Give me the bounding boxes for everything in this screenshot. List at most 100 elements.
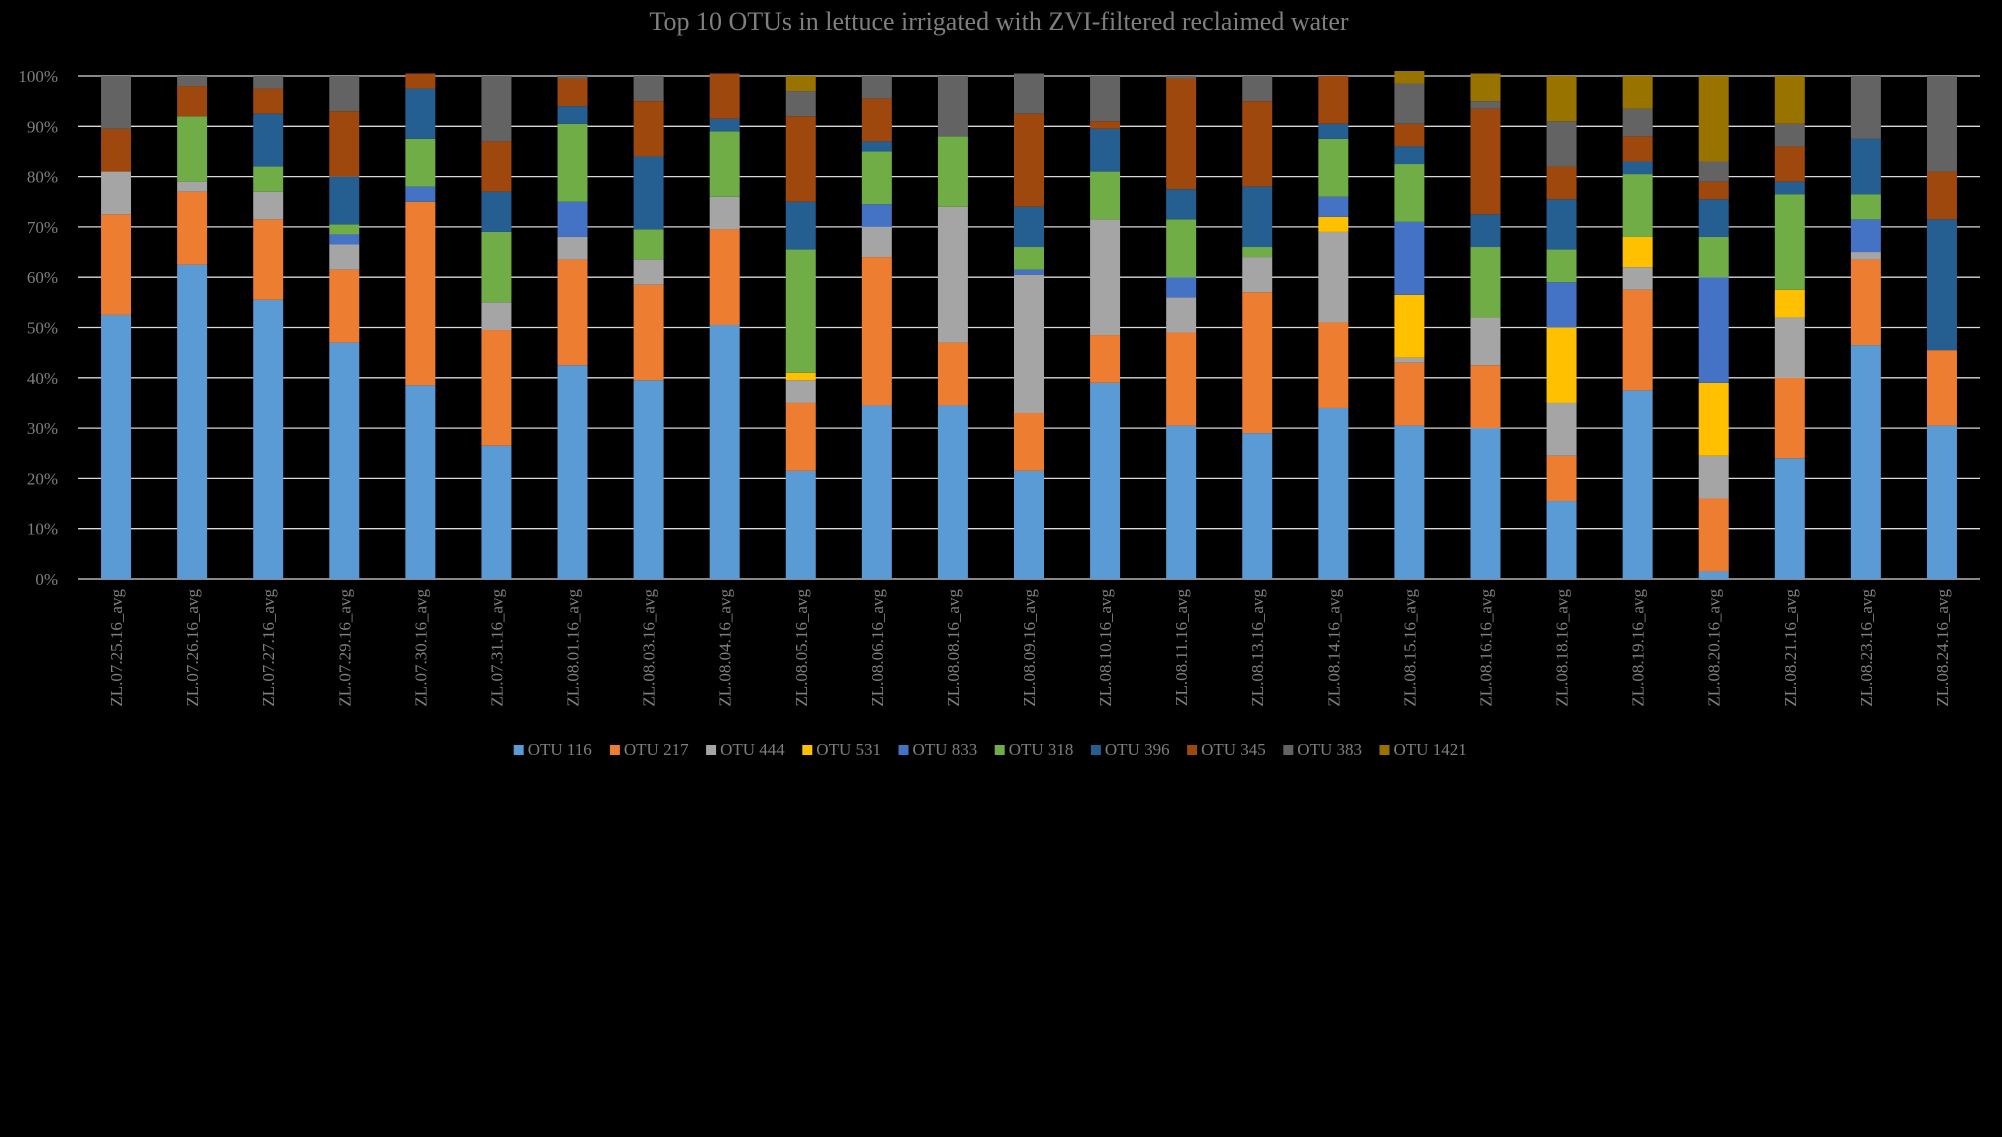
bar-segment (861, 151, 892, 205)
bar-segment (1090, 121, 1121, 129)
legend-label: OTU 318 (1009, 740, 1074, 759)
bar-segment (1166, 277, 1197, 298)
bar-segment (1698, 455, 1729, 499)
bar-segment (633, 380, 664, 579)
legend-label: OTU 531 (816, 740, 881, 759)
bar-segment (1394, 362, 1425, 426)
bar-segment (405, 385, 436, 579)
x-tick-label: ZL.08.09.16_avg (1020, 589, 1039, 707)
legend-label: OTU 383 (1297, 740, 1362, 759)
bar-segment (1850, 345, 1881, 579)
bar-segment (1774, 181, 1805, 195)
legend-swatch (994, 745, 1005, 755)
bar-segment (1774, 317, 1805, 378)
x-tick-label: ZL.07.31.16_avg (487, 589, 506, 707)
bar-segment (1166, 297, 1197, 333)
legend-label: OTU 1421 (1394, 740, 1467, 759)
bar-segment (1470, 73, 1501, 102)
legend-item: OTU 833 (898, 740, 978, 759)
bar-segment (1774, 458, 1805, 579)
bar-segment (1546, 282, 1577, 328)
legend-item: OTU 116 (513, 740, 592, 759)
bar-segment (1242, 433, 1273, 579)
bar-segment (1318, 231, 1349, 323)
bars (101, 70, 1957, 579)
legend: OTU 116 OTU 217 OTU 444 OTU 531 OTU 833 OTU 3… (513, 740, 1467, 759)
bar-segment (481, 302, 512, 331)
bar-stack (329, 76, 360, 579)
bar-segment (861, 98, 892, 142)
bar-segment (633, 156, 664, 230)
bar-segment (1394, 83, 1425, 124)
bar-segment (329, 269, 360, 343)
bar-segment (633, 76, 664, 102)
x-tick-label: ZL.08.03.16_avg (640, 589, 659, 707)
bar-stack (1926, 76, 1957, 579)
bar-segment (1698, 181, 1729, 200)
bar-segment (1318, 76, 1349, 124)
bar-segment (481, 231, 512, 303)
legend-label: OTU 345 (1201, 740, 1266, 759)
legend-label: OTU 116 (528, 740, 592, 759)
bar-segment (1166, 332, 1197, 426)
bar-segment (405, 138, 436, 187)
bar-segment (1622, 390, 1653, 579)
y-tick-label: 0% (35, 570, 58, 589)
x-tick-label: ZL.08.21.16_avg (1781, 589, 1800, 707)
legend-swatch (609, 745, 620, 755)
y-tick-label: 30% (27, 419, 58, 438)
legend-label: OTU 833 (913, 740, 978, 759)
bar-segment (1166, 78, 1197, 190)
bar-segment (1698, 76, 1729, 162)
bar-segment (1014, 73, 1044, 114)
bar-stack (101, 76, 132, 579)
bar-segment (1242, 186, 1273, 248)
x-tick-label: ZL.08.18.16_avg (1553, 589, 1572, 707)
legend-item: OTU 383 (1283, 740, 1362, 759)
bar-segment (557, 78, 588, 107)
x-tick-label: ZL.08.08.16_avg (944, 589, 963, 707)
legend-swatch (1187, 745, 1198, 755)
bar-segment (785, 380, 816, 403)
bar-segment (1014, 247, 1044, 270)
bar-segment (1622, 174, 1653, 237)
bar-segment (1318, 407, 1349, 579)
bar-segment (557, 365, 588, 579)
legend-item: OTU 345 (1187, 740, 1266, 759)
bar-segment (633, 284, 664, 381)
bar-segment (253, 299, 284, 579)
bar-segment (1698, 498, 1729, 572)
bar-stack (1546, 76, 1577, 579)
bar-segment (1318, 138, 1349, 197)
x-tick-label: ZL.07.26.16_avg (183, 589, 202, 707)
legend-swatch (706, 745, 717, 755)
bar-stack (709, 73, 740, 579)
legend-swatch (1283, 745, 1294, 755)
bar-stack (481, 76, 512, 579)
bar-segment (405, 186, 436, 202)
bar-segment (937, 206, 968, 343)
bar-segment (1394, 425, 1425, 579)
bar-segment (709, 324, 740, 579)
bar-segment (1090, 382, 1121, 579)
bar-segment (937, 136, 968, 207)
bar-segment (1394, 70, 1425, 84)
bar-segment (1166, 219, 1197, 278)
legend-item: OTU 444 (706, 740, 785, 759)
bar-stack (1166, 76, 1197, 579)
bar-segment (1546, 327, 1577, 403)
legend-swatch (513, 745, 524, 755)
bar-segment (177, 76, 208, 87)
bar-segment (1698, 571, 1729, 579)
x-tick-label: ZL.08.06.16_avg (868, 589, 887, 707)
bar-segment (557, 106, 588, 124)
bar-segment (937, 405, 968, 579)
bar-segment (1850, 138, 1881, 195)
y-tick-label: 10% (27, 520, 58, 539)
bar-stack (633, 76, 664, 579)
bar-segment (1546, 199, 1577, 250)
bar-segment (785, 372, 816, 381)
bar-segment (1014, 274, 1044, 414)
bar-segment (1470, 101, 1501, 109)
